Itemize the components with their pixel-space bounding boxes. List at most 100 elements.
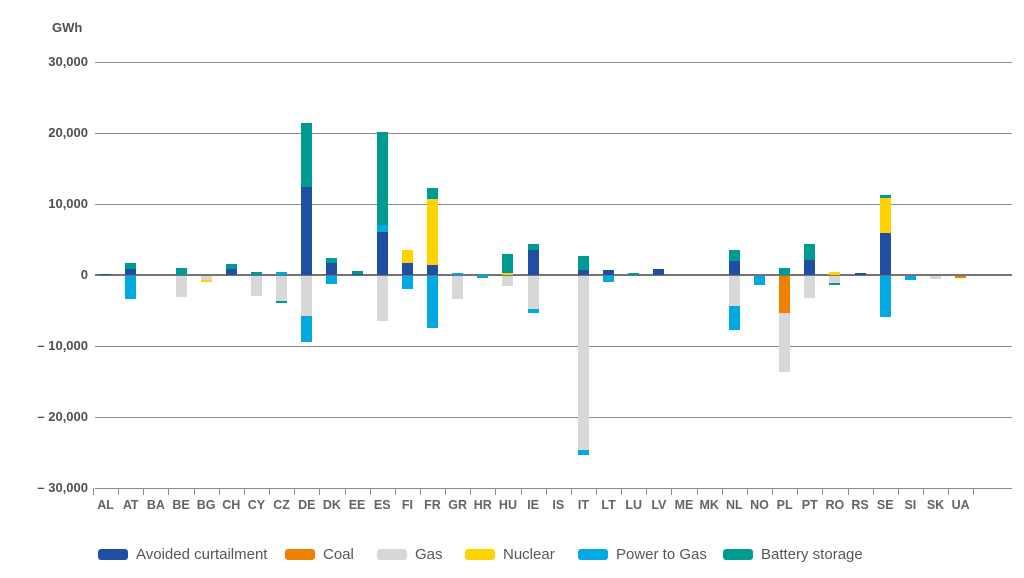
bar-segment-IE-avoided-curtailment (527, 250, 539, 275)
bar-segment-DK-battery-storage (326, 257, 338, 263)
legend-swatch-power-to-gas (578, 549, 608, 560)
x-label-PT: PT (801, 498, 818, 512)
x-label-SI: SI (904, 498, 917, 512)
bar-segment-FR-avoided-curtailment (427, 265, 439, 275)
bar-segment-HU-gas (502, 276, 514, 286)
bar-segment-HU-battery-storage (502, 253, 514, 273)
bar-segment-FI-avoided-curtailment (401, 262, 413, 275)
bar-segment-FI-power-to-gas (401, 276, 413, 289)
x-label-BG: BG (196, 498, 216, 512)
bar-segment-IT-avoided-curtailment (577, 270, 589, 275)
axis-tick (671, 488, 673, 495)
x-label-FI: FI (401, 498, 413, 512)
gridline--30000 (95, 488, 1012, 489)
legend-label: Nuclear (503, 546, 555, 563)
axis-tick (269, 488, 271, 495)
axis-tick (797, 488, 799, 495)
bar-segment-IT-gas (577, 276, 589, 450)
axis-tick (495, 488, 497, 495)
bar-segment-EE-avoided-curtailment (351, 273, 363, 275)
legend-swatch-nuclear (465, 549, 495, 560)
bar-segment-PT-avoided-curtailment (804, 260, 816, 275)
legend-label: Coal (323, 546, 354, 563)
y-tick-label: – 30,000 (37, 480, 88, 495)
bar-segment-SE-nuclear (879, 198, 891, 234)
bar-segment-DE-battery-storage (301, 123, 313, 187)
bar-segment-LV-avoided-curtailment (653, 268, 665, 275)
bar-segment-IE-battery-storage (527, 243, 539, 251)
bar-segment-RO-nuclear (829, 272, 841, 275)
axis-tick (168, 488, 170, 495)
bar-segment-AT-battery-storage (125, 262, 137, 269)
legend-swatch-coal (285, 549, 315, 560)
axis-tick (93, 488, 94, 495)
axis-tick (319, 488, 321, 495)
legend-item-avoided-curtailment: Avoided curtailment (98, 546, 267, 563)
axis-tick (243, 488, 245, 495)
legend-label: Battery storage (761, 546, 863, 563)
bar-segment-NO-power-to-gas (753, 276, 765, 286)
x-label-BE: BE (172, 498, 190, 512)
bar-segment-ES-avoided-curtailment (376, 231, 388, 275)
bar-segment-GR-power-to-gas (452, 272, 464, 275)
legend-swatch-avoided-curtailment (98, 549, 128, 560)
bar-segment-HR-power-to-gas (477, 276, 489, 279)
x-label-PL: PL (776, 498, 793, 512)
bar-segment-FR-nuclear (427, 199, 439, 266)
x-label-MK: MK (699, 498, 719, 512)
x-label-DK: DK (322, 498, 341, 512)
x-label-DE: DE (298, 498, 316, 512)
y-axis-unit-label: GWh (52, 20, 83, 35)
bar-segment-FR-battery-storage (427, 188, 439, 200)
bar-segment-RO-gas (829, 276, 841, 283)
axis-tick (394, 488, 396, 495)
x-label-IE: IE (527, 498, 540, 512)
x-label-UA: UA (951, 498, 970, 512)
axis-tick (872, 488, 874, 495)
bar-segment-PL-coal (779, 276, 791, 313)
bar-segment-FR-power-to-gas (427, 276, 439, 328)
bar-segment-SE-avoided-curtailment (879, 233, 891, 275)
x-label-CY: CY (247, 498, 266, 512)
x-label-AL: AL (97, 498, 114, 512)
x-label-NO: NO (750, 498, 769, 512)
x-label-LT: LT (601, 498, 616, 512)
bar-segment-CZ-gas (276, 276, 288, 301)
bar-segment-ES-battery-storage (376, 131, 388, 225)
axis-tick (369, 488, 371, 495)
bar-segment-CZ-power-to-gas (276, 272, 288, 275)
bar-segment-BE-gas (175, 276, 187, 298)
axis-tick (445, 488, 447, 495)
axis-tick (520, 488, 522, 495)
axis-tick (948, 488, 950, 495)
bar-segment-PL-gas (779, 312, 791, 372)
bar-segment-PT-gas (804, 276, 816, 298)
bar-segment-SK-gas (930, 276, 942, 279)
bar-segment-IT-battery-storage (577, 255, 589, 271)
x-label-RO: RO (825, 498, 845, 512)
bar-segment-CH-battery-storage (225, 263, 237, 269)
x-label-GR: GR (448, 498, 468, 512)
axis-tick (897, 488, 899, 495)
x-label-AT: AT (122, 498, 139, 512)
bar-segment-DE-avoided-curtailment (301, 186, 313, 275)
y-tick-label: – 20,000 (37, 409, 88, 424)
bar-segment-HU-nuclear (502, 272, 514, 275)
axis-tick (922, 488, 924, 495)
bar-segment-SE-battery-storage (879, 195, 891, 199)
x-label-FR: FR (424, 498, 441, 512)
x-label-BA: BA (146, 498, 165, 512)
bar-segment-NL-battery-storage (728, 249, 740, 261)
x-label-EE: EE (348, 498, 366, 512)
bar-segment-DK-avoided-curtailment (326, 262, 338, 275)
bar-segment-LU-battery-storage (628, 272, 640, 275)
bar-segment-BG-nuclear (200, 279, 212, 283)
bar-segment-RS-avoided-curtailment (854, 273, 866, 275)
bar-segment-HR-power-to-gas (477, 273, 489, 275)
bar-segment-AT-power-to-gas (125, 276, 137, 299)
x-label-CH: CH (222, 498, 241, 512)
x-label-CZ: CZ (273, 498, 290, 512)
legend-label: Gas (415, 546, 443, 563)
